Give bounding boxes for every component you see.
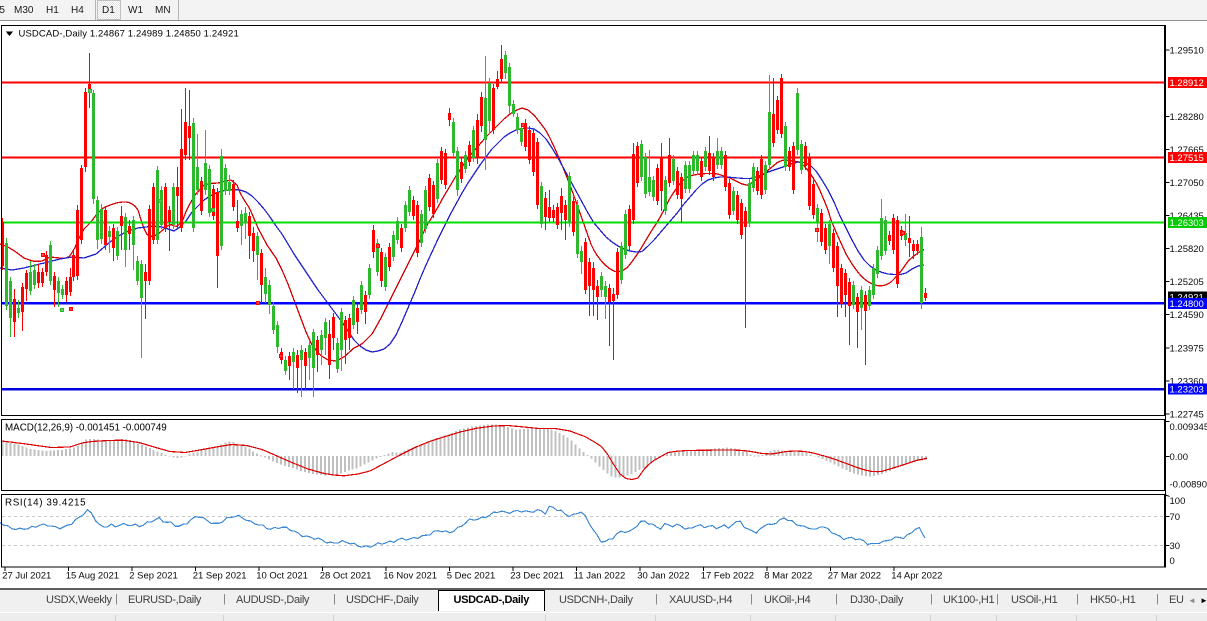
svg-text:0.00: 0.00 (1170, 452, 1189, 463)
svg-text:1.26303: 1.26303 (1170, 218, 1204, 229)
svg-text:17 Feb 2022: 17 Feb 2022 (701, 571, 754, 582)
svg-text:10 Oct 2021: 10 Oct 2021 (256, 571, 308, 582)
svg-text:16 Nov 2021: 16 Nov 2021 (383, 571, 437, 582)
svg-text:1.22745: 1.22745 (1170, 409, 1204, 420)
svg-text:1.28912: 1.28912 (1170, 78, 1204, 89)
svg-text:RSI(14) 39.4215: RSI(14) 39.4215 (5, 498, 86, 509)
svg-text:1.24800: 1.24800 (1170, 299, 1204, 310)
svg-text:MACD(12,26,9) -0.001451 -0.000: MACD(12,26,9) -0.001451 -0.000749 (5, 423, 167, 434)
svg-text:1.23975: 1.23975 (1170, 343, 1204, 354)
svg-text:1.23203: 1.23203 (1170, 385, 1204, 396)
svg-text:100: 100 (1170, 496, 1186, 507)
svg-text:1.28280: 1.28280 (1170, 112, 1204, 123)
svg-text:23 Dec 2021: 23 Dec 2021 (510, 571, 564, 582)
svg-text:-0.008902: -0.008902 (1170, 480, 1207, 491)
svg-text:14 Apr 2022: 14 Apr 2022 (891, 571, 942, 582)
svg-text:1.25820: 1.25820 (1170, 244, 1204, 255)
svg-text:27 Mar 2022: 27 Mar 2022 (828, 571, 881, 582)
svg-text:28 Oct 2021: 28 Oct 2021 (320, 571, 372, 582)
svg-text:0.009345: 0.009345 (1170, 422, 1207, 433)
svg-text:30 Jan 2022: 30 Jan 2022 (637, 571, 689, 582)
svg-text:15 Aug 2021: 15 Aug 2021 (66, 571, 119, 582)
svg-text:USDCAD-,Daily 1.24867 1.24989: USDCAD-,Daily 1.24867 1.24989 1.24850 1.… (19, 29, 239, 40)
svg-text:11 Jan 2022: 11 Jan 2022 (574, 571, 626, 582)
svg-text:21 Sep 2021: 21 Sep 2021 (193, 571, 247, 582)
svg-text:1.29510: 1.29510 (1170, 46, 1204, 57)
svg-text:8 Mar 2022: 8 Mar 2022 (764, 571, 812, 582)
svg-text:1.27050: 1.27050 (1170, 178, 1204, 189)
svg-text:70: 70 (1170, 512, 1181, 523)
svg-text:27 Jul 2021: 27 Jul 2021 (2, 571, 51, 582)
svg-text:2 Sep 2021: 2 Sep 2021 (129, 571, 178, 582)
svg-text:1.24590: 1.24590 (1170, 310, 1204, 321)
svg-text:30: 30 (1170, 541, 1181, 552)
svg-text:1.27515: 1.27515 (1170, 153, 1204, 164)
svg-text:5 Dec 2021: 5 Dec 2021 (447, 571, 496, 582)
svg-text:0: 0 (1170, 556, 1175, 567)
svg-text:1.25205: 1.25205 (1170, 277, 1204, 288)
